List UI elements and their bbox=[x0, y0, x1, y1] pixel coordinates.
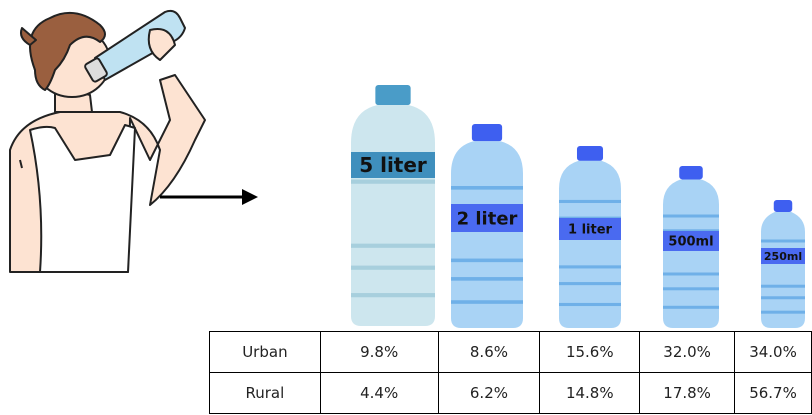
table-cell: 32.0% bbox=[640, 332, 735, 373]
bottle: 1 liter bbox=[559, 146, 621, 328]
bottle-body bbox=[663, 179, 719, 328]
bottle-ridge bbox=[451, 259, 523, 263]
bottle-label: 2 liter bbox=[457, 208, 518, 229]
bottle: 2 liter bbox=[451, 124, 523, 328]
bottle-cap bbox=[679, 166, 703, 179]
table-cell: 15.6% bbox=[540, 332, 640, 373]
table-cell: 6.2% bbox=[438, 373, 540, 414]
table-cell: 8.6% bbox=[438, 332, 540, 373]
bottle-ridge bbox=[761, 311, 805, 314]
bottle-ridge bbox=[761, 285, 805, 288]
bottle-ridge bbox=[451, 300, 523, 304]
row-header: Urban bbox=[210, 332, 321, 373]
table-cell: 9.8% bbox=[320, 332, 438, 373]
bottle-cap bbox=[577, 146, 603, 161]
bottle-ridge bbox=[559, 282, 621, 285]
bottle-ridge bbox=[351, 244, 435, 248]
bottle-ridge bbox=[663, 272, 719, 275]
table-cell: 4.4% bbox=[320, 373, 438, 414]
bottle-body bbox=[761, 212, 805, 328]
bottle-ridge bbox=[351, 180, 435, 184]
bottle: 250ml bbox=[761, 200, 805, 328]
bottle-cap bbox=[472, 124, 502, 141]
bottle-label: 1 liter bbox=[568, 223, 613, 238]
bottle-body bbox=[559, 161, 621, 328]
man bbox=[10, 11, 205, 272]
bottle-ridge bbox=[761, 239, 805, 242]
bottle: 5 liter bbox=[351, 85, 435, 326]
table-cell: 17.8% bbox=[640, 373, 735, 414]
bottle-cap bbox=[375, 85, 410, 105]
bottle-ridge bbox=[761, 296, 805, 299]
row-header: Rural bbox=[210, 373, 321, 414]
bottle-ridge bbox=[559, 303, 621, 306]
arrow bbox=[160, 189, 258, 205]
bottle-ridge bbox=[663, 287, 719, 290]
table-cell: 56.7% bbox=[735, 373, 812, 414]
bottle-label: 5 liter bbox=[359, 153, 427, 177]
bottle-ridge bbox=[663, 215, 719, 218]
bottle-ridge bbox=[351, 266, 435, 270]
bottle-ridge bbox=[559, 265, 621, 268]
table-cell: 34.0% bbox=[735, 332, 812, 373]
bottle-label: 250ml bbox=[764, 250, 802, 263]
bottle-ridge bbox=[451, 277, 523, 281]
table-cell: 14.8% bbox=[540, 373, 640, 414]
bottle-body bbox=[451, 141, 523, 328]
page: 5 liter 2 liter 1 liter 500ml 250ml Urban9.8… bbox=[0, 0, 812, 415]
bottle-ridge bbox=[559, 200, 621, 203]
bottle-cap bbox=[774, 200, 792, 212]
bottle-ridge bbox=[451, 186, 523, 190]
bottle-label: 500ml bbox=[668, 235, 713, 250]
bottle-body bbox=[351, 105, 435, 326]
bottle-ridge bbox=[351, 293, 435, 297]
bottle-ridge bbox=[663, 306, 719, 309]
bottle: 500ml bbox=[663, 166, 719, 328]
